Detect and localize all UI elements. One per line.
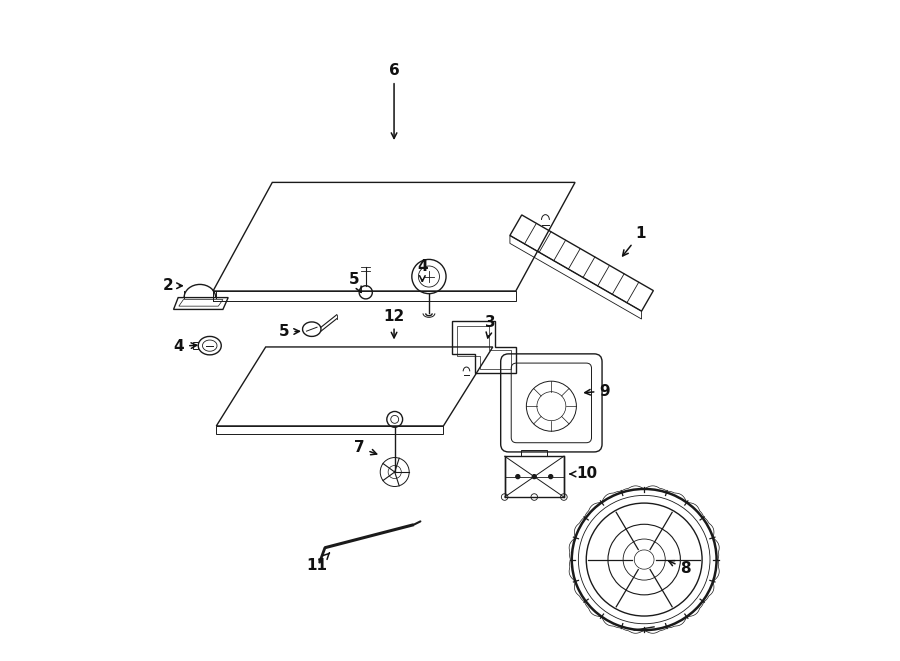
Circle shape [516,475,520,479]
Text: 11: 11 [307,553,329,573]
Text: 1: 1 [623,225,646,256]
Text: 10: 10 [570,467,598,481]
Text: 4: 4 [417,259,428,282]
Bar [521,449,547,456]
Text: 12: 12 [383,309,405,338]
Text: 2: 2 [163,278,182,293]
Text: 5: 5 [349,272,361,292]
Circle shape [532,475,536,479]
Text: 6: 6 [389,63,400,138]
Text: 9: 9 [585,383,610,399]
Text: 8: 8 [669,561,691,576]
Text: 7: 7 [354,440,377,455]
Bar [505,456,564,497]
Text: 4: 4 [174,339,197,354]
Text: 5: 5 [279,325,300,339]
Text: 3: 3 [485,315,496,338]
Circle shape [549,475,553,479]
